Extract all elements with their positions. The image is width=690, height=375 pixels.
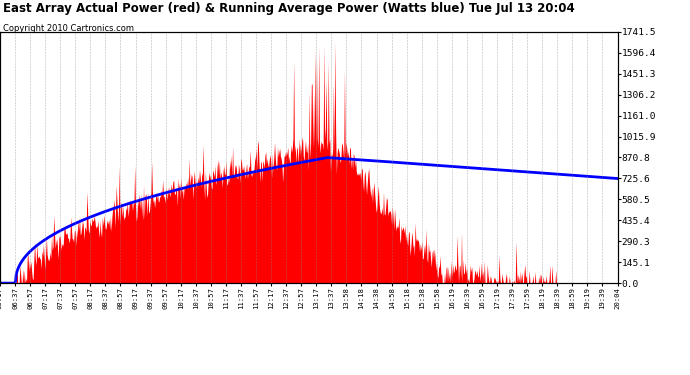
Text: East Array Actual Power (red) & Running Average Power (Watts blue) Tue Jul 13 20: East Array Actual Power (red) & Running … (3, 2, 575, 15)
Text: Copyright 2010 Cartronics.com: Copyright 2010 Cartronics.com (3, 24, 135, 33)
